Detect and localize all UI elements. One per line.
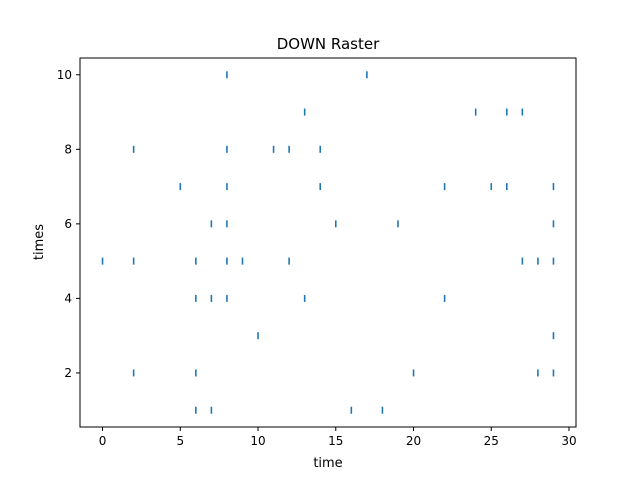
- x-axis-label: time: [313, 456, 342, 471]
- x-tick-label: 30: [561, 434, 576, 448]
- x-tick-label: 25: [484, 434, 499, 448]
- y-tick-label: 2: [64, 366, 72, 380]
- y-tick-label: 4: [64, 291, 72, 305]
- x-tick-label: 5: [176, 434, 184, 448]
- x-axis: 0 5 10 15 20 25 30: [99, 427, 577, 448]
- x-tick-label: 15: [328, 434, 343, 448]
- chart-title: DOWN Raster: [277, 35, 380, 53]
- raster-marks: [101, 71, 555, 414]
- x-tick-label: 20: [406, 434, 421, 448]
- y-axis-label: times: [32, 224, 47, 260]
- y-tick-label: 6: [64, 217, 72, 231]
- x-tick-label: 10: [250, 434, 265, 448]
- plot-area: [79, 57, 577, 428]
- y-tick-label: 8: [64, 142, 72, 156]
- plot-frame: [79, 57, 577, 428]
- y-tick-label: 10: [57, 68, 72, 82]
- y-axis: 2 4 6 8 10: [57, 68, 80, 380]
- x-tick-label: 0: [99, 434, 107, 448]
